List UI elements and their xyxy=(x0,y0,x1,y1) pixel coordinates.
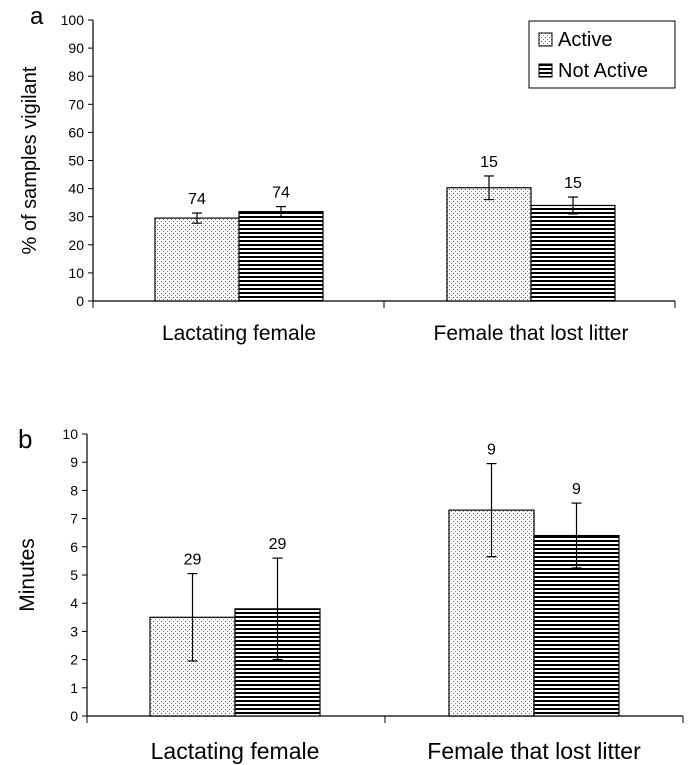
legend-label: Active xyxy=(558,29,612,51)
x-category-label: Lactating female xyxy=(151,738,320,764)
y-tick-label: 10 xyxy=(62,426,78,442)
sample-size-label: 29 xyxy=(269,536,287,553)
y-tick-label: 0 xyxy=(76,293,84,309)
y-tick-label: 3 xyxy=(70,623,78,639)
sample-size-label: 15 xyxy=(564,175,582,192)
y-tick-label: 70 xyxy=(68,96,84,112)
sample-size-label: 9 xyxy=(487,442,496,459)
legend-swatch-not-active xyxy=(538,63,553,78)
y-tick-label: 50 xyxy=(68,153,84,169)
legend-swatch-active xyxy=(538,32,553,47)
bar-active xyxy=(154,217,240,302)
y-tick-label: 6 xyxy=(70,539,78,555)
y-tick-label: 2 xyxy=(70,652,78,668)
sample-size-label: 9 xyxy=(572,481,581,498)
sample-size-label: 74 xyxy=(188,191,206,208)
chart-panel-b: b Minutes 0 1 2 3 4 5 6 7 8 9 10 Lactating female 29 29… xyxy=(16,424,684,764)
panel-label: a xyxy=(30,3,44,30)
y-tick-label: 0 xyxy=(70,708,78,724)
y-tick-label: 20 xyxy=(68,237,84,253)
y-tick-label: 40 xyxy=(68,181,84,197)
y-axis-title: % of samples vigilant xyxy=(19,66,41,254)
sample-size-label: 15 xyxy=(480,154,498,171)
chart-panel-a: a % of samples vigilant 0 10 20 30 40 50 60 70 80 9… xyxy=(19,3,676,345)
y-tick-label: 8 xyxy=(70,482,78,498)
sample-size-label: 29 xyxy=(184,552,202,569)
y-tick-label: 30 xyxy=(68,209,84,225)
x-category-label: Lactating female xyxy=(162,322,316,345)
panel-label: b xyxy=(18,424,32,454)
x-category-label: Female that lost litter xyxy=(427,738,641,764)
y-tick-label: 80 xyxy=(68,68,84,84)
y-tick-label: 10 xyxy=(68,265,84,281)
y-axis-title: Minutes xyxy=(16,538,39,612)
bar-active xyxy=(446,187,532,302)
x-category-label: Female that lost litter xyxy=(434,322,629,345)
y-tick-label: 5 xyxy=(70,567,78,583)
y-tick-label: 90 xyxy=(68,40,84,56)
y-tick-label: 4 xyxy=(70,595,78,611)
bar-not-active xyxy=(238,211,324,302)
sample-size-label: 74 xyxy=(272,185,290,202)
y-tick-label: 9 xyxy=(70,454,78,470)
legend-label: Not Active xyxy=(558,60,648,82)
y-tick-label: 100 xyxy=(61,12,85,28)
y-tick-label: 60 xyxy=(68,124,84,140)
y-tick-label: 1 xyxy=(70,680,78,696)
legend-box xyxy=(528,20,676,89)
legend: Active Not Active xyxy=(528,20,676,89)
y-tick-label: 7 xyxy=(70,511,78,527)
bar-not-active xyxy=(530,204,616,302)
